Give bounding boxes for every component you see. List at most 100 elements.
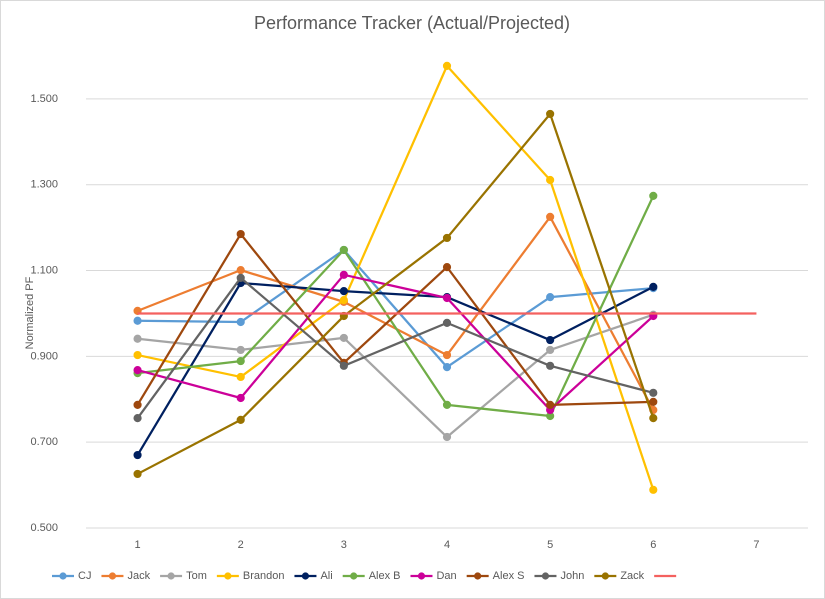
data-point (546, 335, 555, 345)
legend-label: Brandon (243, 570, 285, 582)
data-point (442, 432, 452, 442)
data-point (133, 365, 142, 375)
data-point (133, 469, 142, 479)
data-point (649, 485, 658, 494)
data-point (339, 296, 348, 305)
data-point (546, 345, 555, 355)
y-tick-label: 1.500 (30, 93, 58, 105)
legend-label: Zack (620, 570, 644, 582)
legend-item: Brandon (216, 570, 285, 582)
data-point (649, 282, 658, 291)
series-line (136, 232, 654, 406)
y-tick-label: 0.900 (30, 350, 58, 362)
y-tick-label: 1.100 (30, 264, 58, 276)
data-point (133, 400, 142, 409)
data-point (546, 293, 555, 302)
data-point (133, 350, 142, 360)
y-tick-label: 0.700 (30, 436, 58, 448)
data-point (236, 372, 245, 382)
data-point (546, 175, 555, 185)
x-tick-label: 4 (444, 539, 450, 551)
data-point (649, 397, 658, 406)
data-point (133, 334, 142, 343)
data-point (236, 273, 245, 282)
data-point (442, 350, 452, 360)
data-point (236, 266, 245, 275)
series-line (137, 195, 655, 418)
x-tick-label: 2 (238, 539, 244, 551)
legend-label: Alex B (369, 570, 401, 582)
data-point (546, 361, 555, 370)
legend-item: Zack (594, 570, 645, 582)
data-point (649, 388, 658, 397)
legend-marker (301, 572, 310, 580)
data-point (236, 415, 245, 424)
data-point (546, 212, 555, 222)
data-point (546, 109, 555, 119)
data-point (442, 400, 452, 409)
legend-label: Ali (320, 570, 332, 582)
legend-marker (167, 572, 175, 580)
data-point (339, 333, 348, 343)
series-line (137, 64, 655, 491)
x-tick-label: 3 (341, 539, 347, 551)
legend-item: Tom (160, 570, 207, 582)
data-point (236, 317, 245, 327)
data-point (236, 229, 245, 239)
legend-label: Dan (436, 570, 456, 582)
data-point (339, 270, 348, 279)
data-point (236, 393, 245, 403)
legend-marker (224, 572, 232, 580)
legend-marker (474, 572, 482, 580)
y-tick-label: 0.500 (30, 522, 58, 534)
series-line (137, 313, 654, 439)
data-point (133, 450, 142, 460)
data-point (546, 400, 555, 409)
legend-label: John (560, 570, 584, 582)
data-point (133, 414, 142, 423)
series-line (137, 248, 654, 369)
data-point (442, 362, 452, 372)
data-point (649, 191, 658, 200)
data-point (339, 361, 348, 370)
x-tick-label: 7 (753, 539, 759, 551)
data-point (442, 263, 452, 272)
legend-item: Ali (294, 570, 333, 582)
data-point (442, 293, 452, 303)
data-point (442, 318, 452, 327)
legend-label: CJ (78, 570, 91, 582)
x-tick-label: 1 (135, 539, 141, 551)
series-line (136, 276, 654, 419)
legend-item: Alex B (342, 570, 401, 582)
data-point (442, 233, 452, 243)
legend-item: Alex S (466, 570, 525, 582)
legend-marker (601, 572, 609, 580)
data-point (442, 61, 452, 70)
y-axis-label: Normalized PF (24, 276, 36, 349)
series-line (136, 281, 654, 456)
x-tick-label: 6 (650, 539, 656, 551)
legend-marker (59, 572, 67, 580)
legend-item: John (534, 570, 584, 582)
chart-title: Performance Tracker (Actual/Projected) (254, 13, 570, 33)
legend-marker (417, 572, 426, 580)
data-point (339, 287, 348, 296)
legend-marker (350, 572, 358, 580)
legend-label: Alex S (493, 570, 525, 582)
legend-marker (108, 572, 117, 580)
legend-label: Jack (127, 570, 150, 582)
data-point (133, 316, 142, 325)
legend-label: Tom (186, 570, 207, 582)
series-line (137, 273, 655, 412)
legend-item: Jack (101, 570, 151, 582)
data-point (236, 356, 245, 366)
y-tick-label: 1.300 (30, 179, 58, 191)
x-tick-label: 5 (547, 539, 553, 551)
data-point (649, 414, 658, 423)
data-point (236, 345, 245, 355)
data-point (339, 245, 348, 255)
series-line (137, 112, 655, 475)
legend-item: CJ (52, 570, 91, 582)
legend-item: Dan (410, 570, 457, 582)
